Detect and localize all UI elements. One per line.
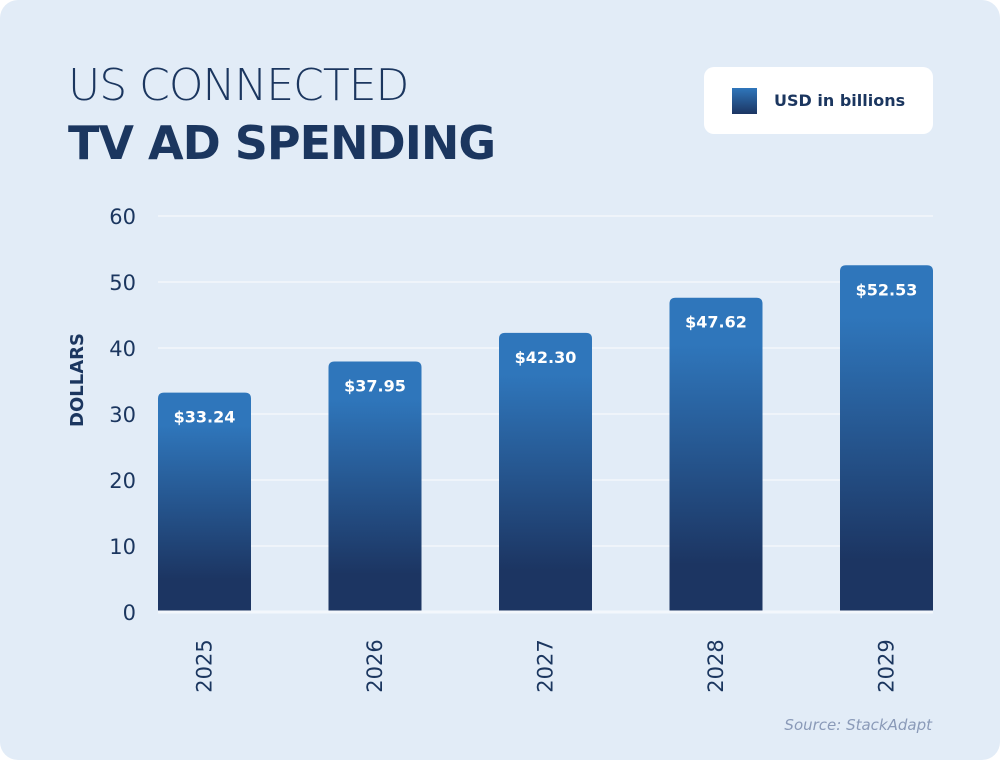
bar — [669, 297, 763, 612]
bar-value-label: $47.62 — [685, 313, 747, 332]
y-tick-label: 10 — [109, 535, 136, 559]
y-tick-label: 40 — [109, 337, 136, 361]
chart-title-line2: TV AD SPENDING — [68, 116, 496, 170]
x-tick-label: 2029 — [875, 639, 899, 692]
y-axis-label: DOLLARS — [67, 333, 88, 427]
bar-value-label: $52.53 — [856, 280, 918, 299]
bar-value-label: $42.30 — [515, 348, 577, 367]
chart-title-line1: US CONNECTED — [68, 60, 409, 111]
y-tick-label: 60 — [109, 205, 136, 229]
bar-value-label: $33.24 — [174, 408, 236, 427]
x-tick-label: 2027 — [534, 639, 558, 692]
bar — [840, 265, 933, 612]
bar — [158, 392, 251, 612]
x-tick-label: 2026 — [363, 639, 387, 692]
y-tick-label: 0 — [123, 601, 136, 625]
bar — [328, 361, 422, 612]
source-note: Source: StackAdapt — [784, 716, 932, 734]
bar-value-label: $37.95 — [344, 377, 406, 396]
y-tick-label: 30 — [109, 403, 136, 427]
legend-swatch — [732, 88, 757, 114]
legend-label: USD in billions — [774, 91, 906, 110]
y-tick-label: 20 — [109, 469, 136, 493]
x-tick-label: 2025 — [193, 639, 217, 692]
bar — [499, 332, 592, 612]
legend: USD in billions — [704, 67, 933, 134]
y-tick-label: 50 — [109, 271, 136, 295]
x-tick-label: 2028 — [704, 639, 728, 692]
